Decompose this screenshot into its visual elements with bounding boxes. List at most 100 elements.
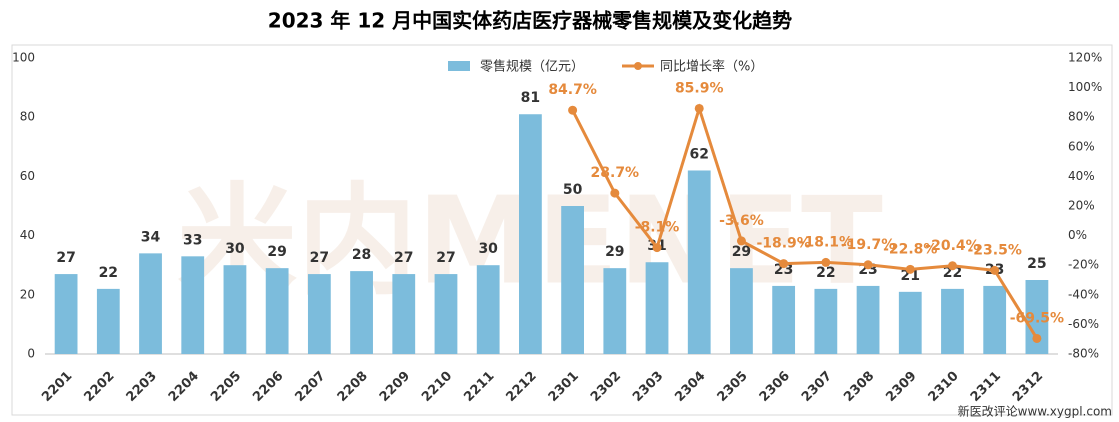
y2-tick-label: 0% (1068, 228, 1087, 242)
bar-label: 29 (732, 244, 751, 260)
bar (687, 170, 711, 354)
line-label: -69.5% (1010, 310, 1064, 326)
bar-label: 21 (901, 268, 920, 284)
x-tick-label: 2205 (208, 369, 244, 405)
x-tick-label: 2212 (504, 369, 540, 405)
y2-tick-label: 60% (1068, 139, 1095, 153)
line-label: -18.9% (756, 236, 810, 252)
bar (434, 274, 458, 354)
y2-tick-label: 120% (1068, 51, 1102, 65)
line-label: -23.5% (967, 242, 1021, 258)
chart-title: 2023 年 12 月中国实体药店医疗器械零售规模及变化趋势 (268, 9, 792, 33)
x-tick-label: 2305 (715, 369, 751, 405)
line (571, 103, 1039, 340)
bar (645, 262, 669, 354)
x-tick-label: 2307 (799, 369, 835, 405)
source: 新医改评论www.xygpl.com (958, 404, 1112, 419)
y-tick-label: 40 (20, 228, 35, 242)
y2-tick-label: -60% (1068, 317, 1099, 331)
line-label: -22.8% (883, 241, 937, 257)
y2-tick-label: 80% (1068, 110, 1095, 124)
y-tick-label: 60 (20, 169, 35, 183)
bar-label: 22 (943, 265, 962, 281)
x-tick-label: 2209 (377, 369, 413, 405)
bar (772, 285, 796, 354)
line-label: -3.6% (719, 213, 764, 229)
bar-label: 33 (183, 232, 202, 248)
y2-tick-label: 40% (1068, 169, 1095, 183)
bar-label: 81 (521, 90, 540, 106)
bar-label: 22 (816, 265, 835, 281)
bar (181, 256, 205, 354)
y2-tick-label: -20% (1068, 258, 1099, 272)
line-label: 28.7% (591, 165, 640, 181)
line-point (863, 260, 873, 270)
y-tick-label: 100 (12, 51, 35, 65)
legend-label: 零售规模（亿元） (480, 59, 584, 75)
bar (476, 265, 500, 354)
x-tick-label: 2302 (588, 369, 624, 405)
line-point (1032, 333, 1042, 343)
line-point (694, 103, 704, 113)
x-tick-label: 2204 (166, 369, 202, 405)
line-label: -8.1% (635, 220, 680, 236)
x-tick-label: 2309 (883, 369, 919, 405)
x-tick-label: 2304 (672, 369, 708, 405)
x-tick-label: 2206 (250, 369, 286, 405)
bar-label: 25 (1027, 256, 1046, 272)
bar-label: 23 (774, 262, 793, 278)
y2-tick-label: 20% (1068, 199, 1095, 213)
x-tick-label: 2308 (841, 369, 877, 405)
bar (518, 114, 542, 355)
line-point (947, 261, 957, 271)
line-point (821, 257, 831, 267)
legend-swatch (634, 62, 642, 70)
x-tick-label: 2210 (419, 369, 455, 405)
bar (730, 268, 753, 354)
bar-label: 27 (310, 250, 329, 266)
bar (54, 274, 78, 354)
bar (307, 274, 331, 354)
legend-swatch (448, 61, 470, 71)
bar (96, 288, 120, 354)
x-tick-label: 2311 (968, 369, 1004, 405)
bar-label: 50 (563, 182, 583, 198)
x-tick-label: 2301 (546, 369, 582, 405)
bar (265, 268, 289, 354)
y2-tick-label: 100% (1068, 80, 1102, 94)
bar-label: 28 (352, 247, 371, 263)
line-point (905, 264, 915, 274)
x-tick-label: 2201 (39, 369, 75, 405)
line-point (568, 105, 578, 115)
bar-label: 27 (394, 250, 413, 266)
bar (139, 253, 162, 354)
bar-label: 30 (225, 241, 245, 257)
bar (1025, 280, 1049, 354)
y2-tick-label: -80% (1068, 347, 1099, 361)
line-label: 85.9% (675, 80, 724, 96)
line-point (652, 243, 662, 253)
x-tick-label: 2306 (757, 369, 793, 405)
x-tick-label: 2303 (630, 369, 666, 405)
bar (983, 285, 1007, 354)
bar (392, 274, 416, 354)
bar (856, 285, 880, 354)
x-tick-label: 2211 (461, 369, 497, 405)
bar (603, 268, 627, 354)
bar-label: 29 (605, 244, 624, 260)
x-tick-label: 2203 (124, 369, 160, 405)
bar (898, 291, 922, 354)
bar-label: 34 (141, 229, 161, 245)
x-tick-label: 2207 (292, 369, 328, 405)
chart-border (11, 44, 1113, 416)
line-point (779, 259, 789, 269)
y-tick-label: 80 (20, 110, 35, 124)
bar-label: 62 (689, 146, 708, 162)
bar-label: 27 (56, 250, 75, 266)
y-tick-label: 20 (20, 287, 35, 301)
line-label: -19.7% (841, 237, 895, 253)
bar (350, 271, 373, 354)
x-tick-label: 2312 (1010, 369, 1046, 405)
bar-label: 30 (478, 241, 498, 257)
